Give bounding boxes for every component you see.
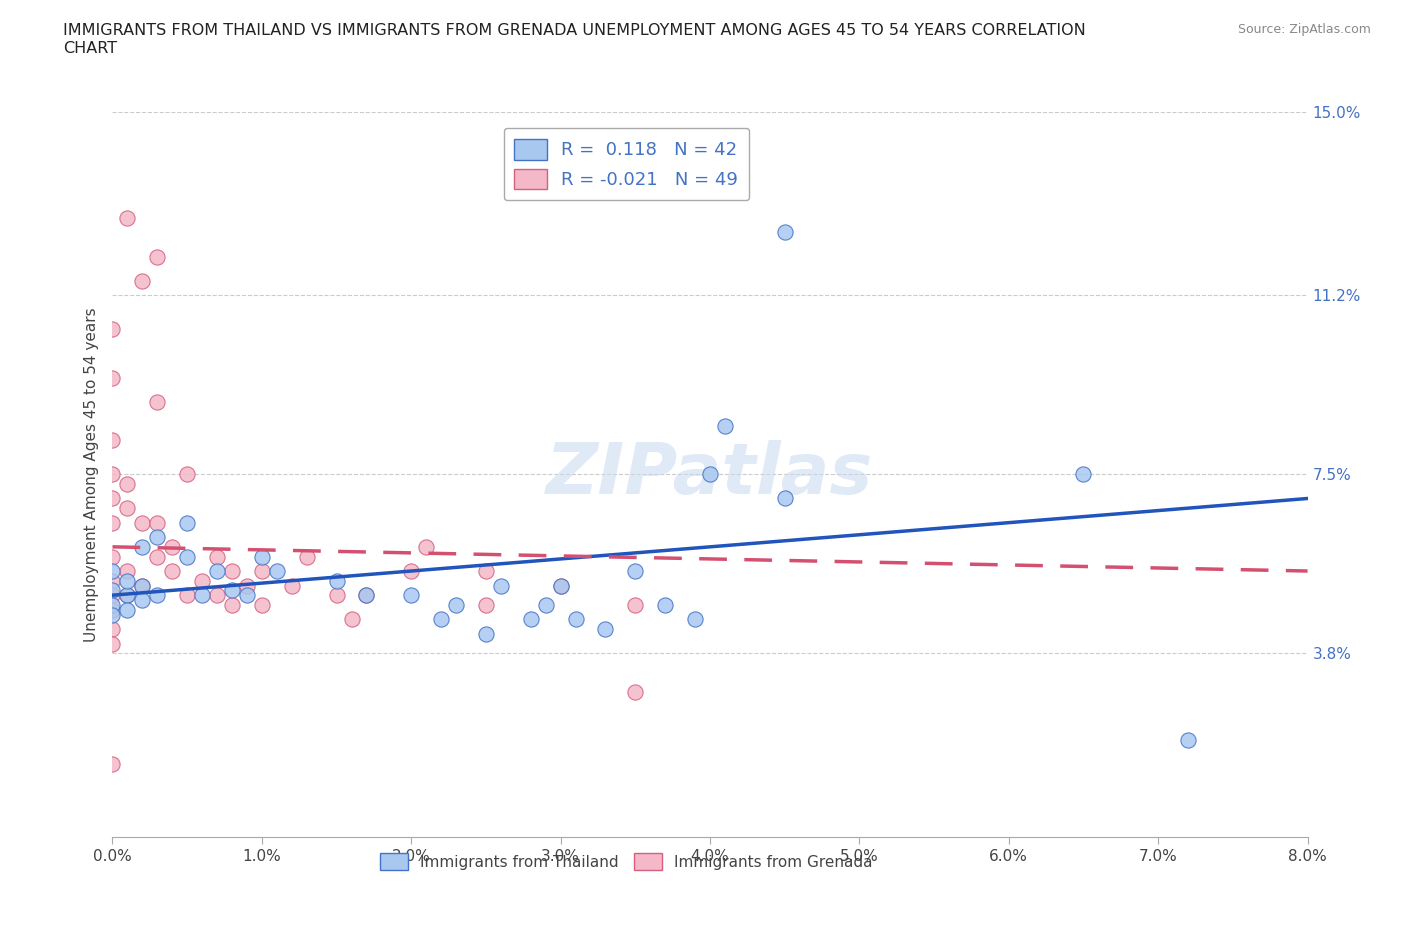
Point <box>401 564 423 578</box>
Point <box>250 564 273 578</box>
Point <box>430 612 453 627</box>
Point <box>101 370 124 385</box>
Point <box>117 573 139 588</box>
Point <box>101 636 124 651</box>
Point <box>101 757 124 772</box>
Point <box>340 612 363 627</box>
Point <box>146 549 169 564</box>
Point <box>295 549 318 564</box>
Point <box>415 539 437 554</box>
Point <box>117 564 139 578</box>
Point <box>325 588 347 603</box>
Point <box>117 210 139 225</box>
Point <box>205 564 228 578</box>
Point <box>162 564 183 578</box>
Point <box>714 418 737 433</box>
Point <box>176 588 198 603</box>
Point <box>101 515 124 530</box>
Point <box>101 433 124 448</box>
Point <box>654 597 676 612</box>
Point <box>146 394 169 409</box>
Point <box>624 684 647 699</box>
Point <box>101 491 124 506</box>
Point <box>683 612 706 627</box>
Point <box>101 603 124 618</box>
Point <box>401 588 423 603</box>
Point <box>444 597 467 612</box>
Point <box>101 621 124 636</box>
Point <box>117 476 139 491</box>
Text: Source: ZipAtlas.com: Source: ZipAtlas.com <box>1237 23 1371 36</box>
Point <box>101 597 124 612</box>
Point <box>101 607 124 622</box>
Point <box>489 578 512 593</box>
Point <box>146 588 169 603</box>
Point <box>475 564 498 578</box>
Point <box>475 627 498 642</box>
Point <box>475 597 498 612</box>
Point <box>101 583 124 598</box>
Point <box>356 588 378 603</box>
Point <box>520 612 543 627</box>
Text: IMMIGRANTS FROM THAILAND VS IMMIGRANTS FROM GRENADA UNEMPLOYMENT AMONG AGES 45 T: IMMIGRANTS FROM THAILAND VS IMMIGRANTS F… <box>63 23 1085 56</box>
Point <box>550 578 572 593</box>
Point <box>117 588 139 603</box>
Point <box>221 597 243 612</box>
Point <box>131 578 153 593</box>
Point <box>550 578 572 593</box>
Point <box>101 467 124 482</box>
Point <box>117 603 139 618</box>
Point <box>595 621 617 636</box>
Point <box>250 549 273 564</box>
Point <box>131 273 153 288</box>
Point <box>101 549 124 564</box>
Point <box>236 578 259 593</box>
Point <box>162 539 183 554</box>
Point <box>101 564 124 578</box>
Point <box>101 322 124 337</box>
Point <box>699 467 721 482</box>
Point <box>250 597 273 612</box>
Point <box>773 491 796 506</box>
Point <box>281 578 304 593</box>
Text: ZIPatlas: ZIPatlas <box>547 440 873 509</box>
Point <box>236 588 259 603</box>
Point <box>146 249 169 264</box>
Point <box>534 597 557 612</box>
Point <box>131 592 153 607</box>
Point <box>266 564 288 578</box>
Point <box>146 515 169 530</box>
Point <box>146 530 169 545</box>
Point <box>117 500 139 515</box>
Point <box>191 588 214 603</box>
Point <box>564 612 586 627</box>
Point <box>131 539 153 554</box>
Point <box>550 177 572 192</box>
Point <box>101 573 124 588</box>
Point <box>205 588 228 603</box>
Point <box>325 573 347 588</box>
Point <box>131 578 153 593</box>
Point <box>624 564 647 578</box>
Point <box>205 549 228 564</box>
Point <box>101 588 124 603</box>
Point <box>773 225 796 240</box>
Y-axis label: Unemployment Among Ages 45 to 54 years: Unemployment Among Ages 45 to 54 years <box>83 307 98 642</box>
Point <box>624 597 647 612</box>
Point <box>176 515 198 530</box>
Point <box>1177 733 1199 748</box>
Legend: Immigrants from Thailand, Immigrants from Grenada: Immigrants from Thailand, Immigrants fro… <box>374 846 879 876</box>
Point <box>117 588 139 603</box>
Point <box>221 583 243 598</box>
Point <box>191 573 214 588</box>
Point <box>356 588 378 603</box>
Point <box>1073 467 1095 482</box>
Point <box>131 515 153 530</box>
Point <box>176 549 198 564</box>
Point <box>176 467 198 482</box>
Point <box>221 564 243 578</box>
